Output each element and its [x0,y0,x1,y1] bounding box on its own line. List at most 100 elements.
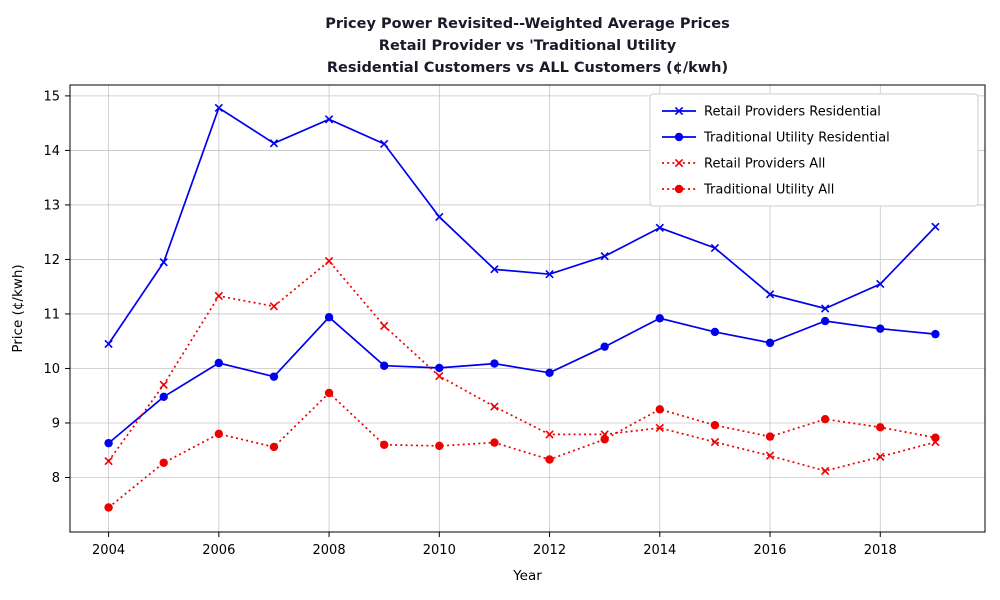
legend-item-1: Traditional Utility Residential [662,131,890,146]
marker-x-icon [104,456,113,466]
marker-x-icon [545,269,554,279]
marker-x-icon [214,291,223,301]
y-tick-label: 11 [43,307,60,322]
marker-circle-icon [674,132,684,142]
chart-title-line-1: Pricey Power Revisited--Weighted Average… [325,16,730,32]
marker-x-icon [490,265,499,274]
marker-circle-icon [435,441,444,451]
marker-circle-icon [269,372,279,381]
marker-circle-icon [214,429,224,439]
marker-x-icon [380,139,389,149]
y-tick-label: 14 [43,144,60,159]
marker-circle-icon [159,458,168,467]
marker-x-icon [435,212,444,222]
legend-frame [649,93,979,207]
marker-x-icon [655,223,664,232]
x-tick-label: 2006 [202,543,235,558]
marker-x-icon [820,304,830,313]
series-line-0 [107,106,937,345]
series-line-1 [108,316,936,444]
marker-circle-icon [710,420,720,430]
x-tick-label: 2018 [864,543,897,558]
marker-x-icon [931,222,940,231]
marker-x-icon [710,437,720,447]
series-1 [104,313,940,448]
marker-circle-icon [104,438,113,448]
marker-x-icon [545,430,554,439]
marker-x-icon [159,257,168,267]
legend-label: Retail Providers All [704,157,825,172]
marker-circle-icon [324,388,334,398]
marker-x-icon [104,339,113,349]
legend-label: Traditional Utility All [703,183,834,198]
marker-x-icon [876,452,885,461]
marker-circle-icon [820,414,830,424]
marker-circle-icon [490,359,499,368]
marker-x-icon [710,243,720,253]
series-2 [104,256,940,476]
chart-title-line-2: Retail Provider vs 'Traditional Utility [378,38,677,54]
legend-label: Retail Providers Residential [704,105,881,120]
marker-circle-icon [765,338,775,348]
marker-x-icon [765,290,775,299]
marker-x-icon [674,158,684,168]
marker-circle-icon [931,433,940,442]
marker-x-icon [655,423,664,433]
axis-ticks: 2004 2006 2008 2010 2012 2014 2016 2018 8 9 10 11 12… [43,89,896,558]
x-tick-label: 2012 [533,543,566,558]
legend-label: Traditional Utility Residential [703,131,890,146]
marker-circle-icon [655,314,664,323]
marker-circle-icon [820,316,830,326]
marker-circle-icon [876,324,885,333]
y-tick-label: 10 [43,362,60,377]
marker-circle-icon [600,435,609,444]
y-tick-label: 12 [43,253,60,268]
marker-x-icon [674,106,684,116]
marker-circle-icon [876,423,885,432]
series-0 [104,103,940,349]
marker-x-icon [820,466,830,476]
marker-circle-icon [765,432,775,441]
marker-circle-icon [435,363,444,373]
y-tick-label: 15 [43,89,60,104]
marker-circle-icon [710,327,720,337]
marker-circle-icon [324,313,334,322]
plot-frame [69,84,986,533]
marker-circle-icon [600,342,609,351]
marker-circle-icon [269,442,279,452]
marker-x-icon [435,371,444,381]
marker-x-icon [876,279,885,289]
series-3 [104,388,940,512]
series-line-3 [108,391,936,509]
x-axis-label: Year [512,568,542,584]
marker-circle-icon [379,361,389,370]
legend-item-0: Retail Providers Residential [662,105,881,120]
marker-x-icon [324,256,334,266]
marker-x-icon [490,402,499,411]
y-tick-label: 13 [43,198,60,213]
marker-x-icon [214,103,223,113]
legend-item-3: Traditional Utility All [662,183,834,198]
marker-circle-icon [490,438,499,447]
marker-circle-icon [674,184,684,194]
marker-circle-icon [104,503,113,512]
y-tick-label: 8 [52,471,60,486]
marker-x-icon [269,302,279,311]
marker-x-icon [324,115,334,124]
x-tick-label: 2010 [423,543,456,558]
marker-circle-icon [545,368,554,378]
legend: Retail Providers Residential Traditional … [649,93,979,207]
marker-x-icon [159,380,168,389]
y-tick-label: 9 [52,416,60,431]
marker-circle-icon [655,405,664,414]
legend-item-2: Retail Providers All [662,157,825,172]
series-line-2 [107,259,936,472]
marker-x-icon [380,321,389,331]
x-tick-label: 2008 [313,543,346,558]
x-tick-label: 2016 [753,543,786,558]
marker-x-icon [765,451,775,460]
marker-x-icon [600,252,609,261]
chart-title: Pricey Power Revisited--Weighted Average… [70,13,985,79]
